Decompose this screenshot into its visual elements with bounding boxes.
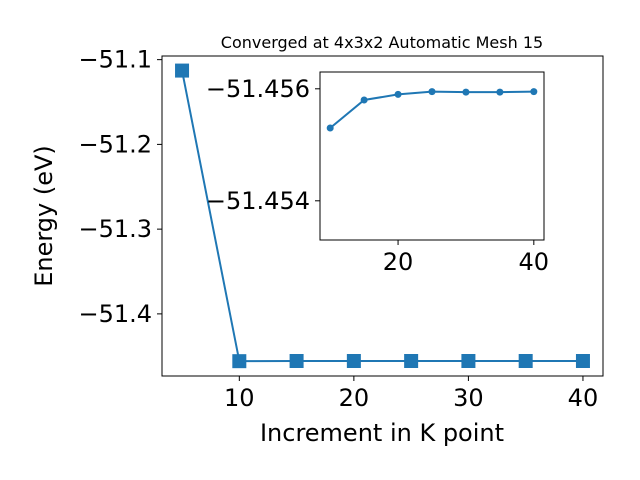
main-data-point: [404, 354, 419, 368]
y-axis-label: Energy (eV): [30, 145, 58, 287]
main-axis-ticks: 10 20 30 40 −51.4 −51.3 −51.2 −51.1: [78, 46, 598, 412]
main-series-line: [181, 70, 583, 363]
main-y-tick-label: −51.2: [78, 130, 152, 158]
main-y-tick-label: −51.4: [78, 300, 152, 328]
main-data-point: [175, 63, 190, 78]
main-data-point: [518, 354, 533, 368]
main-axes-frame: [161, 55, 604, 377]
main-x-tick-label: 40: [568, 384, 599, 412]
main-data-point: [346, 354, 361, 368]
inset-axis-ticks: 20 40 −51.456 −51.454: [206, 75, 549, 276]
inset-data-point: [496, 88, 504, 96]
main-y-tick-label: −51.3: [78, 215, 152, 243]
inset-data-point: [428, 88, 436, 96]
inset-data-point: [326, 124, 334, 132]
main-x-tick-label: 10: [224, 384, 255, 412]
inset-plot-area: [326, 88, 538, 132]
inset-y-tick-label: −51.454: [206, 187, 310, 215]
main-x-tick-label: 30: [453, 384, 484, 412]
inset-data-point: [394, 90, 402, 98]
inset-chart: 20 40 −51.456 −51.454: [206, 71, 549, 276]
main-x-tick-label: 20: [339, 384, 370, 412]
inset-data-point: [530, 88, 538, 96]
inset-data-point: [462, 88, 470, 96]
inset-data-point: [360, 96, 368, 104]
main-data-point: [289, 354, 304, 368]
inset-background: [320, 72, 544, 240]
main-chart: Converged at 4x3x2 Automatic Mesh 15 10 2…: [30, 33, 604, 447]
main-plot-area: [175, 63, 590, 369]
main-data-point: [575, 354, 590, 368]
inset-axes-frame: [319, 71, 545, 241]
inset-x-tick-label: 20: [383, 248, 414, 276]
main-data-point: [232, 354, 247, 369]
main-data-point: [461, 354, 476, 368]
main-y-tick-label: −51.1: [78, 46, 152, 74]
inset-x-tick-label: 40: [519, 248, 550, 276]
inset-y-tick-label: −51.456: [206, 75, 310, 103]
chart-title: Converged at 4x3x2 Automatic Mesh 15: [221, 33, 543, 52]
x-axis-label: Increment in K point: [260, 419, 504, 447]
